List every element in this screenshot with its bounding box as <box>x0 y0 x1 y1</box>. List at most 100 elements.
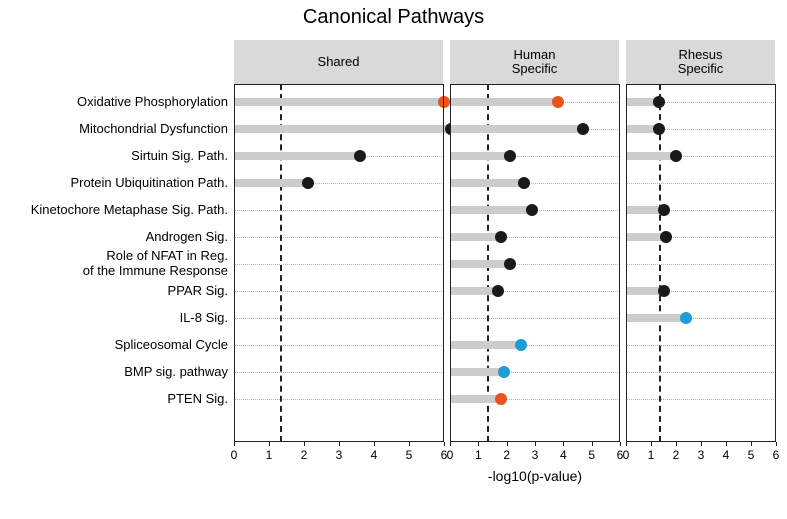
x-tick <box>535 442 536 446</box>
facet-strip-human: HumanSpecific <box>450 40 620 84</box>
x-tick-label: 4 <box>723 448 730 462</box>
panel-human <box>450 84 620 442</box>
gridline <box>234 237 444 238</box>
lollipop-bar <box>234 179 308 187</box>
lollipop-bar <box>450 98 558 106</box>
lollipop-bar <box>450 341 521 349</box>
gridline <box>234 345 444 346</box>
lollipop-bar <box>234 152 360 160</box>
x-tick <box>507 442 508 446</box>
lollipop-bar <box>626 152 676 160</box>
chart-title: Canonical Pathways <box>0 6 787 29</box>
gridline <box>626 345 776 346</box>
panel-rhesus <box>626 84 776 442</box>
gridline <box>450 318 620 319</box>
lollipop-dot <box>492 285 504 297</box>
gridline <box>626 264 776 265</box>
x-tick-label: 1 <box>648 448 655 462</box>
x-tick <box>450 442 451 446</box>
x-tick <box>339 442 340 446</box>
y-axis-label: Mitochondrial Dysfunction <box>79 122 228 137</box>
x-tick-label: 0 <box>447 448 454 462</box>
x-tick-label: 2 <box>301 448 308 462</box>
x-tick <box>478 442 479 446</box>
lollipop-dot <box>658 204 670 216</box>
x-tick <box>620 442 621 446</box>
x-tick <box>592 442 593 446</box>
facet-strip-rhesus: RhesusSpecific <box>626 40 776 84</box>
y-axis-label: Protein Ubiquitination Path. <box>70 176 228 191</box>
x-tick-label: 3 <box>532 448 539 462</box>
x-tick <box>563 442 564 446</box>
x-tick <box>374 442 375 446</box>
facet-strip-shared: Shared <box>234 40 444 84</box>
reference-line <box>280 84 282 442</box>
x-tick <box>701 442 702 446</box>
y-axis-label: PPAR Sig. <box>168 284 228 299</box>
lollipop-dot <box>504 258 516 270</box>
lollipop-dot <box>680 312 692 324</box>
x-tick-label: 5 <box>406 448 413 462</box>
lollipop-dot <box>495 393 507 405</box>
y-axis-label: Androgen Sig. <box>146 230 228 245</box>
x-tick-label: 0 <box>231 448 238 462</box>
x-tick-label: 3 <box>336 448 343 462</box>
gridline <box>234 291 444 292</box>
y-axis-label: PTEN Sig. <box>167 392 228 407</box>
x-axis-label: -log10(p-value) <box>488 468 582 484</box>
panel-border <box>234 84 444 442</box>
gridline <box>626 183 776 184</box>
x-tick <box>626 442 627 446</box>
lollipop-dot <box>495 231 507 243</box>
lollipop-dot <box>660 231 672 243</box>
gridline <box>234 264 444 265</box>
lollipop-dot <box>653 123 665 135</box>
lollipop-bar <box>626 314 686 322</box>
panel-shared <box>234 84 444 442</box>
x-tick-label: 2 <box>673 448 680 462</box>
x-tick <box>751 442 752 446</box>
gridline <box>234 210 444 211</box>
x-tick-label: 2 <box>503 448 510 462</box>
lollipop-bar <box>450 287 498 295</box>
panel-border <box>626 84 776 442</box>
lollipop-dot <box>518 177 530 189</box>
x-tick <box>234 442 235 446</box>
lollipop-dot <box>515 339 527 351</box>
lollipop-bar <box>450 179 524 187</box>
gridline <box>626 399 776 400</box>
lollipop-dot <box>670 150 682 162</box>
x-tick <box>409 442 410 446</box>
lollipop-bar <box>450 395 501 403</box>
x-tick <box>726 442 727 446</box>
x-tick-label: 5 <box>588 448 595 462</box>
lollipop-dot <box>658 285 670 297</box>
lollipop-bar <box>450 368 504 376</box>
x-tick-label: 4 <box>560 448 567 462</box>
lollipop-dot <box>504 150 516 162</box>
lollipop-dot <box>302 177 314 189</box>
lollipop-bar <box>450 260 510 268</box>
gridline <box>626 372 776 373</box>
lollipop-bar <box>450 206 532 214</box>
lollipop-bar <box>450 125 583 133</box>
x-tick-label: 0 <box>623 448 630 462</box>
y-axis-label: Role of NFAT in Reg.of the Immune Respon… <box>83 249 228 279</box>
x-tick-label: 1 <box>266 448 273 462</box>
x-tick-label: 1 <box>475 448 482 462</box>
y-axis-label: Spliceosomal Cycle <box>115 338 228 353</box>
gridline <box>234 318 444 319</box>
lollipop-dot <box>498 366 510 378</box>
lollipop-bar <box>450 152 510 160</box>
x-tick-label: 5 <box>748 448 755 462</box>
x-tick <box>444 442 445 446</box>
x-tick-label: 3 <box>698 448 705 462</box>
y-axis-label: Kinetochore Metaphase Sig. Path. <box>31 203 228 218</box>
lollipop-dot <box>438 96 450 108</box>
reference-line <box>659 84 661 442</box>
lollipop-bar <box>234 98 444 106</box>
x-tick <box>269 442 270 446</box>
y-axis-label: Oxidative Phosphorylation <box>77 95 228 110</box>
lollipop-bar <box>450 233 501 241</box>
y-axis-label: IL-8 Sig. <box>180 311 228 326</box>
